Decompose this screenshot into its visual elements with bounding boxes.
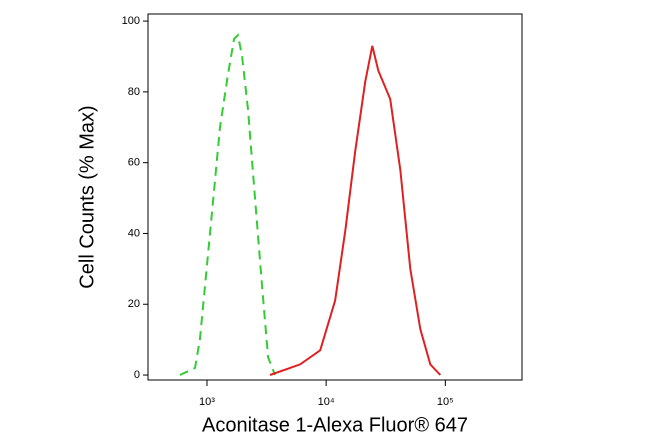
histogram-line: [269, 45, 442, 376]
y-tick-label: 60: [128, 157, 140, 169]
x-axis-label: Aconitase 1-Alexa Fluor® 647: [202, 414, 468, 436]
x-tick-label: 10⁴: [318, 396, 335, 408]
x-tick-label: 10⁵: [437, 396, 454, 408]
y-tick-label: 20: [128, 298, 140, 310]
y-tick-label: 40: [128, 227, 140, 239]
y-tick-label: 100: [122, 15, 140, 27]
y-axis-label: Cell Counts (% Max): [76, 105, 98, 288]
y-tick-label: 80: [128, 86, 140, 98]
y-tick-label: 0: [134, 369, 140, 381]
x-tick-label: 10³: [199, 396, 215, 408]
plot-frame: [147, 13, 523, 381]
histogram-line: [179, 33, 276, 376]
